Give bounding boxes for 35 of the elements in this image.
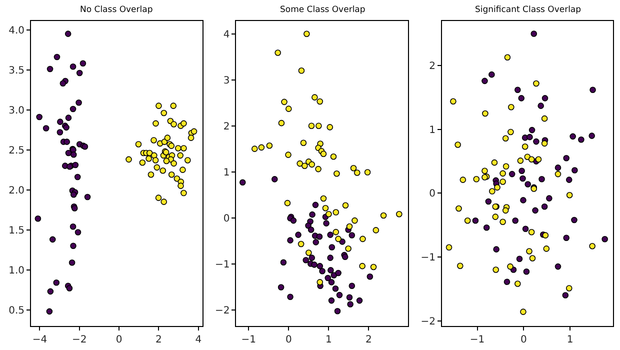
y-tick-label: 0: [429, 188, 436, 200]
x-tick-label: 1: [326, 334, 332, 346]
x-tick-label: 2: [366, 334, 372, 346]
y-tick-label: 3.5: [8, 65, 24, 76]
x-tick-label: 0: [520, 334, 527, 346]
y-tick-label: 1: [429, 124, 436, 136]
y-tick-label: 1: [223, 167, 230, 178]
y-tick-label: 2: [429, 61, 436, 72]
y-tick-label: 3.0: [8, 105, 24, 116]
x-tick-label: −1: [241, 334, 256, 346]
chart-title: Significant Class Overlap: [475, 5, 582, 15]
x-tick-label: −4: [32, 334, 48, 346]
y-tick-label: 0: [223, 213, 230, 224]
y-tick-label: 4: [223, 29, 230, 40]
x-tick-label: 2: [156, 334, 162, 346]
y-tick-label: −1: [214, 259, 230, 270]
y-tick-label: 4.0: [8, 25, 24, 36]
x-tick-label: −2: [72, 334, 87, 346]
y-tick-label: 2.5: [8, 145, 24, 156]
y-tick-label: 2.0: [8, 185, 24, 196]
y-tick-label: −2: [214, 305, 230, 316]
x-tick-label: 1: [566, 334, 574, 346]
y-tick-label: 1.0: [8, 265, 24, 276]
chart-title: No Class Overlap: [80, 5, 153, 15]
y-tick-label: 1.5: [8, 225, 24, 236]
x-tick-label: 4: [195, 334, 202, 346]
y-tick-label: 2: [223, 121, 230, 132]
y-tick-label: 0.5: [8, 305, 24, 316]
y-tick-label: −1: [420, 252, 436, 264]
chart-title: Some Class Overlap: [280, 5, 366, 15]
y-tick-label: 3: [223, 75, 230, 86]
x-tick-label: −1: [470, 334, 485, 346]
x-tick-label: 0: [285, 334, 292, 346]
x-tick-label: 0: [116, 334, 122, 346]
y-tick-label: −2: [420, 316, 436, 328]
